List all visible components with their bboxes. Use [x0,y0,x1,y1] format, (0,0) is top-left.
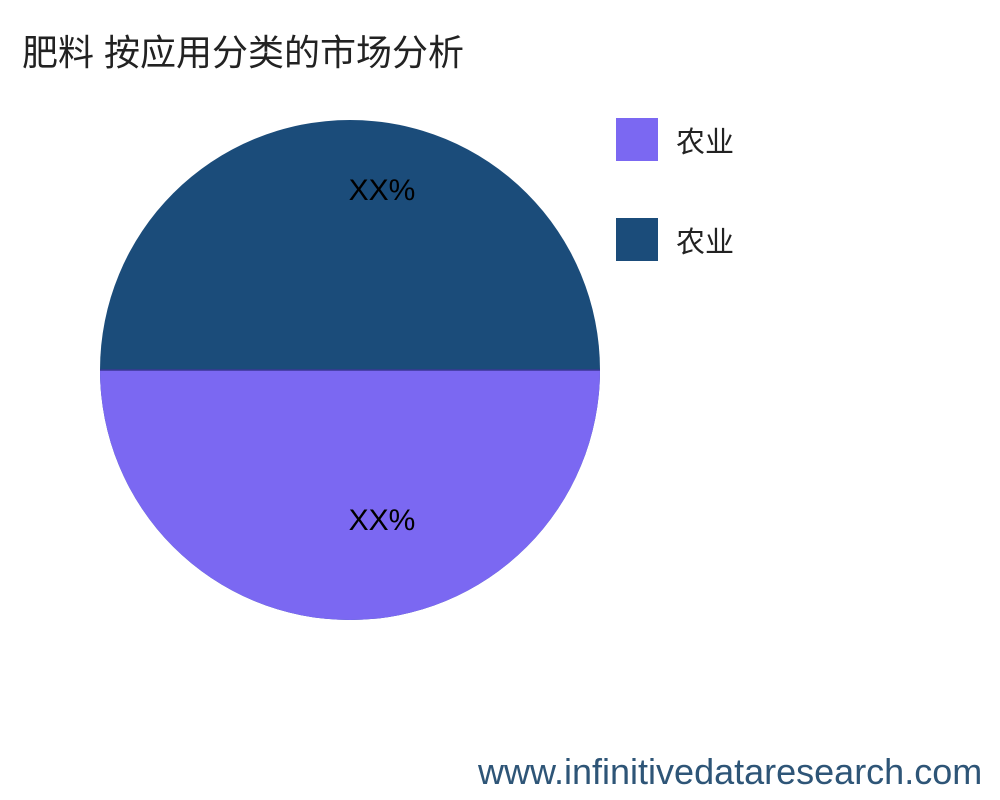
svg-text:XX%: XX% [349,174,416,207]
svg-text:XX%: XX% [349,504,416,537]
